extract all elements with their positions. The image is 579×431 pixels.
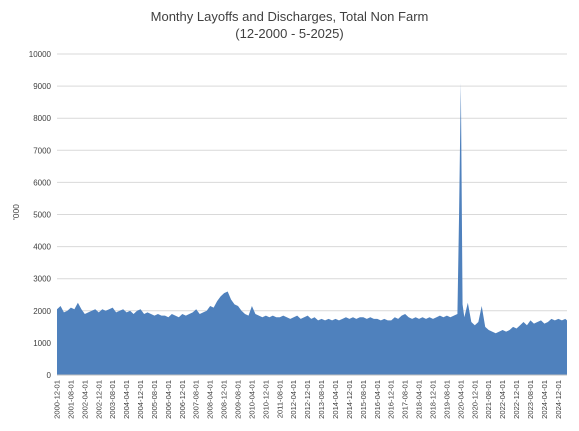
y-tick-label: 4000 bbox=[33, 243, 51, 252]
x-tick-label: 2016-12-01 bbox=[387, 380, 396, 419]
y-tick-label: 5000 bbox=[33, 211, 51, 220]
x-tick-label: 2010-12-01 bbox=[261, 380, 270, 419]
x-tick-label: 2004-04-01 bbox=[122, 380, 131, 419]
gridlines bbox=[57, 53, 567, 344]
x-tick-label: 2013-08-01 bbox=[317, 380, 326, 419]
series-layer bbox=[57, 82, 567, 375]
x-tick-label: 2006-12-01 bbox=[178, 380, 187, 419]
x-tick-label: 2022-04-01 bbox=[498, 380, 507, 419]
x-tick-label: 2016-04-01 bbox=[373, 380, 382, 419]
x-tick-label: 2008-12-01 bbox=[220, 380, 229, 419]
x-tick-label: 2001-08-01 bbox=[66, 380, 75, 419]
x-tick-label: 2017-08-01 bbox=[401, 380, 410, 419]
y-tick-label: 2000 bbox=[33, 307, 51, 316]
x-tick-label: 2023-08-01 bbox=[526, 380, 535, 419]
x-tick-label: 2011-08-01 bbox=[275, 380, 284, 418]
x-tick-label: 2002-12-01 bbox=[94, 380, 103, 419]
x-tick-label: 2003-08-01 bbox=[108, 380, 117, 419]
x-tick-label: 2020-12-01 bbox=[470, 380, 479, 419]
y-tick-label: 0 bbox=[47, 371, 52, 380]
x-tick-label: 2024-12-01 bbox=[554, 380, 563, 419]
y-axis-label: '000 bbox=[11, 204, 21, 220]
x-tick-label: 2004-12-01 bbox=[136, 380, 145, 419]
x-tick-label: 2002-04-01 bbox=[80, 380, 89, 419]
y-axis-ticks: 0 1000 2000 3000 4000 5000 6000 7000 8000 9000 100… bbox=[29, 50, 52, 380]
x-tick-label: 2010-04-01 bbox=[247, 380, 256, 419]
x-tick-label: 2007-08-01 bbox=[192, 380, 201, 419]
x-tick-label: 2020-04-01 bbox=[456, 380, 465, 419]
x-axis-ticks: 2000-12-01 2001-08-01 2002-04-01 2002-12-01… bbox=[53, 380, 563, 419]
x-tick-label: 2015-08-01 bbox=[359, 380, 368, 419]
x-tick-label: 2005-08-01 bbox=[150, 380, 159, 419]
chart-title: Monthy Layoffs and Discharges, Total Non… bbox=[151, 9, 429, 24]
y-tick-label: 6000 bbox=[33, 178, 51, 187]
x-tick-label: 2008-04-01 bbox=[206, 380, 215, 419]
x-tick-label: 2018-04-01 bbox=[415, 380, 424, 419]
y-tick-label: 9000 bbox=[33, 82, 51, 91]
x-tick-label: 2009-08-01 bbox=[234, 380, 243, 419]
y-tick-label: 10000 bbox=[29, 50, 52, 59]
x-tick-label: 2021-08-01 bbox=[484, 380, 493, 419]
x-tick-label: 2019-08-01 bbox=[442, 380, 451, 419]
x-tick-label: 2000-12-01 bbox=[53, 380, 62, 419]
y-tick-label: 7000 bbox=[33, 146, 51, 155]
y-tick-label: 8000 bbox=[33, 114, 51, 123]
y-tick-label: 1000 bbox=[33, 339, 51, 348]
x-tick-label: 2006-04-01 bbox=[164, 380, 173, 419]
y-tick-label: 3000 bbox=[33, 275, 51, 284]
x-tick-label: 2014-04-01 bbox=[331, 380, 340, 419]
chart-subtitle: (12-2000 - 5-2025) bbox=[235, 26, 343, 41]
x-tick-label: 2012-12-01 bbox=[303, 380, 312, 419]
x-tick-label: 2018-12-01 bbox=[428, 380, 437, 419]
x-tick-label: 2022-12-01 bbox=[512, 380, 521, 419]
x-tick-label: 2014-12-01 bbox=[345, 380, 354, 419]
x-tick-label: 2012-04-01 bbox=[289, 380, 298, 419]
x-tick-label: 2024-04-01 bbox=[540, 380, 549, 419]
series-area bbox=[57, 82, 567, 375]
